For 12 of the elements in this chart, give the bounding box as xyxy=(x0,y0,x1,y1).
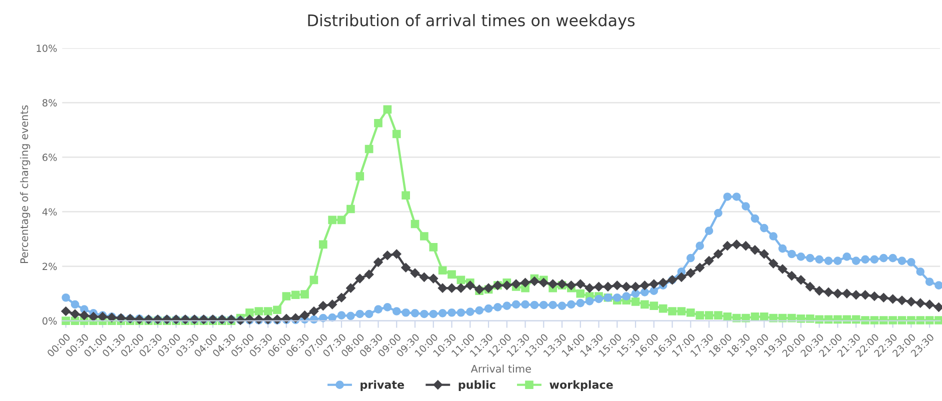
y-tick-label: 8% xyxy=(42,99,57,106)
x-axis-title: Arrival time xyxy=(470,364,531,373)
y-axis-title: Percentage of charging events xyxy=(20,105,30,264)
y-tick-label: 4% xyxy=(42,208,57,216)
legend-label: private xyxy=(360,380,404,391)
legend-label: public xyxy=(458,380,496,391)
y-tick-label: 10% xyxy=(36,44,57,52)
legend-label: workplace xyxy=(550,380,613,391)
y-tick-label: 6% xyxy=(42,154,57,162)
chart-title: Distribution of arrival times on weekdays xyxy=(308,14,635,30)
y-tick-label: 2% xyxy=(42,262,57,270)
y-tick-label: 0% xyxy=(42,317,57,325)
